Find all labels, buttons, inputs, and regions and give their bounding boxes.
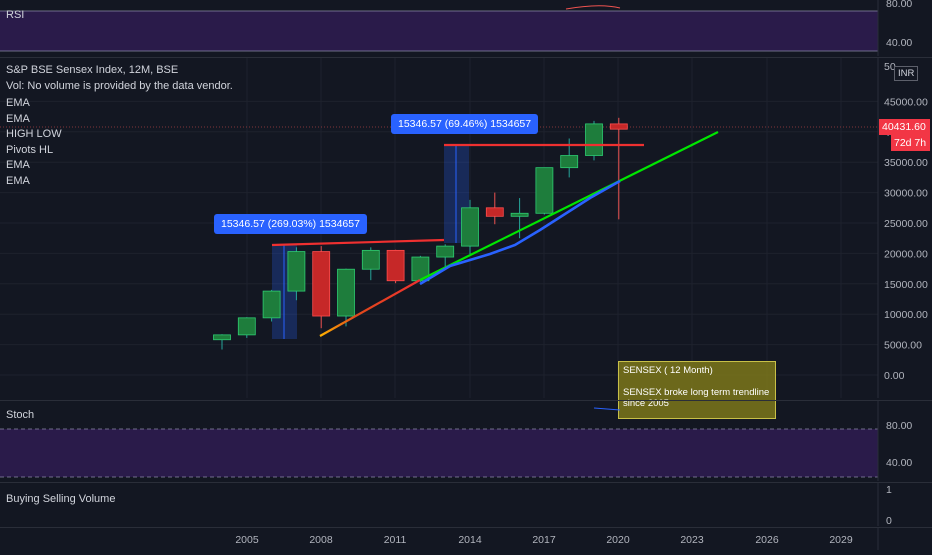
candles (213, 117, 628, 350)
trendline-support-lower (319, 279, 421, 337)
rsi-label[interactable]: RSI (6, 9, 25, 21)
symbol-title[interactable]: S&P BSE Sensex Index, 12M, BSE (6, 64, 179, 76)
stoch-tick-80: 80.00 (886, 420, 912, 432)
stoch-line (593, 407, 621, 411)
indicator-ema-1[interactable]: EMA (6, 97, 30, 109)
time-axis-label: 2008 (309, 534, 333, 546)
price-tick-label: 5000.00 (884, 340, 922, 352)
candle-body (461, 207, 479, 247)
time-axis-label: 2011 (384, 534, 407, 546)
stoch-tick-40: 40.00 (886, 457, 912, 469)
time-axis-label: 2005 (235, 534, 259, 546)
candle-body (510, 212, 529, 217)
bsv-tick-1: 1 (886, 484, 892, 496)
price-tick-partial: 50 (884, 61, 896, 73)
candle-body (386, 249, 405, 282)
price-tick-label: 10000.00 (884, 309, 928, 321)
candle-body (287, 251, 306, 292)
candle-body (312, 251, 331, 317)
time-axis[interactable]: 2005 2008 2011 2014 2017 2020 2023 2026 2029 (0, 528, 932, 550)
stoch-pane[interactable]: 80.00 40.00 Stoch (0, 401, 932, 481)
price-tick-label: 35000.00 (884, 157, 928, 169)
candle-body (535, 167, 554, 214)
rsi-pane[interactable]: 80.00 40.00 RSI (0, 0, 932, 56)
candle-body (262, 290, 281, 319)
resistance-line-1 (271, 238, 445, 247)
bsv-svg: 1 0 (877, 483, 892, 527)
pane-separator-4 (0, 527, 932, 528)
indicator-high-low[interactable]: HIGH LOW (6, 128, 62, 140)
trendline-support-upper (419, 131, 719, 281)
indicator-ema-3[interactable]: EMA (6, 159, 30, 171)
last-price-tag: 40431.60 (879, 119, 930, 135)
volume-note: Vol: No volume is provided by the data v… (6, 80, 233, 92)
main-chart-svg: 45000.0040000.0035000.0030000.0025000.00… (0, 58, 928, 398)
indicator-ema-2[interactable]: EMA (6, 112, 30, 125)
price-tick-label: 15000.00 (884, 279, 928, 291)
candle-body (237, 317, 256, 336)
note-title: SENSEX ( 12 Month) (623, 365, 713, 376)
indicator-list: EMA EMA HIGH LOW Pivots HL EMA EMA (6, 96, 62, 189)
stoch-band (0, 429, 878, 477)
note-body: SENSEX broke long term trendline since 2… (623, 387, 770, 409)
candle-body (609, 123, 628, 130)
rsi-band (0, 11, 878, 51)
time-axis-label: 2017 (532, 534, 556, 546)
price-tick-label: 25000.00 (884, 218, 928, 230)
pane-separator-3[interactable] (0, 482, 932, 483)
bsv-tick-0: 0 (886, 515, 892, 526)
candle-body (485, 207, 504, 217)
time-axis-label: 2026 (755, 534, 779, 546)
price-tick-label: 20000.00 (884, 248, 928, 260)
rsi-tick-40: 40.00 (886, 37, 912, 49)
indicator-pivots-hl[interactable]: Pivots HL (6, 143, 54, 156)
rsi-tick-80: 80.00 (886, 0, 912, 10)
candle-body (361, 249, 380, 270)
rsi-line (565, 5, 621, 10)
candle-body (213, 334, 231, 341)
candle-body (436, 245, 455, 258)
indicator-ema-4[interactable]: EMA (6, 174, 30, 187)
pane-separator-2[interactable] (0, 400, 932, 401)
candle-body (585, 123, 603, 156)
rsi-svg: 80.00 40.00 (0, 0, 912, 56)
time-axis-label: 2014 (458, 534, 482, 546)
candle-body (337, 268, 355, 317)
pane-separator[interactable] (0, 57, 932, 58)
stoch-svg: 80.00 40.00 (0, 401, 912, 481)
time-axis-label: 2020 (606, 534, 630, 546)
ema-line (419, 179, 621, 286)
time-axis-svg: 2005 2008 2011 2014 2017 2020 2023 2026 2029 (235, 528, 879, 550)
time-axis-label: 2023 (680, 534, 704, 546)
price-tick-label: 45000.00 (884, 96, 928, 108)
price-tick-label: 30000.00 (884, 188, 928, 200)
time-axis-label: 2029 (829, 534, 853, 546)
measure-callout-1: 15346.57 (269.03%) 1534657 (214, 214, 367, 234)
bsv-pane[interactable]: 1 0 Buying Selling Volume (0, 483, 932, 527)
countdown-tag: 72d 7h (891, 135, 930, 151)
measure-callout-2: 15346.57 (69.46%) 1534657 (391, 114, 539, 134)
price-tick-label: 0.00 (884, 370, 905, 382)
grid-lines (0, 58, 878, 398)
candle-body (560, 155, 579, 169)
text-note[interactable]: SENSEX ( 12 Month) SENSEX broke long ter… (618, 361, 776, 419)
bsv-label[interactable]: Buying Selling Volume (6, 493, 116, 505)
stoch-label[interactable]: Stoch (6, 409, 35, 421)
main-pane[interactable]: 45000.0040000.0035000.0030000.0025000.00… (0, 58, 932, 419)
currency-badge[interactable]: INR (894, 66, 919, 81)
